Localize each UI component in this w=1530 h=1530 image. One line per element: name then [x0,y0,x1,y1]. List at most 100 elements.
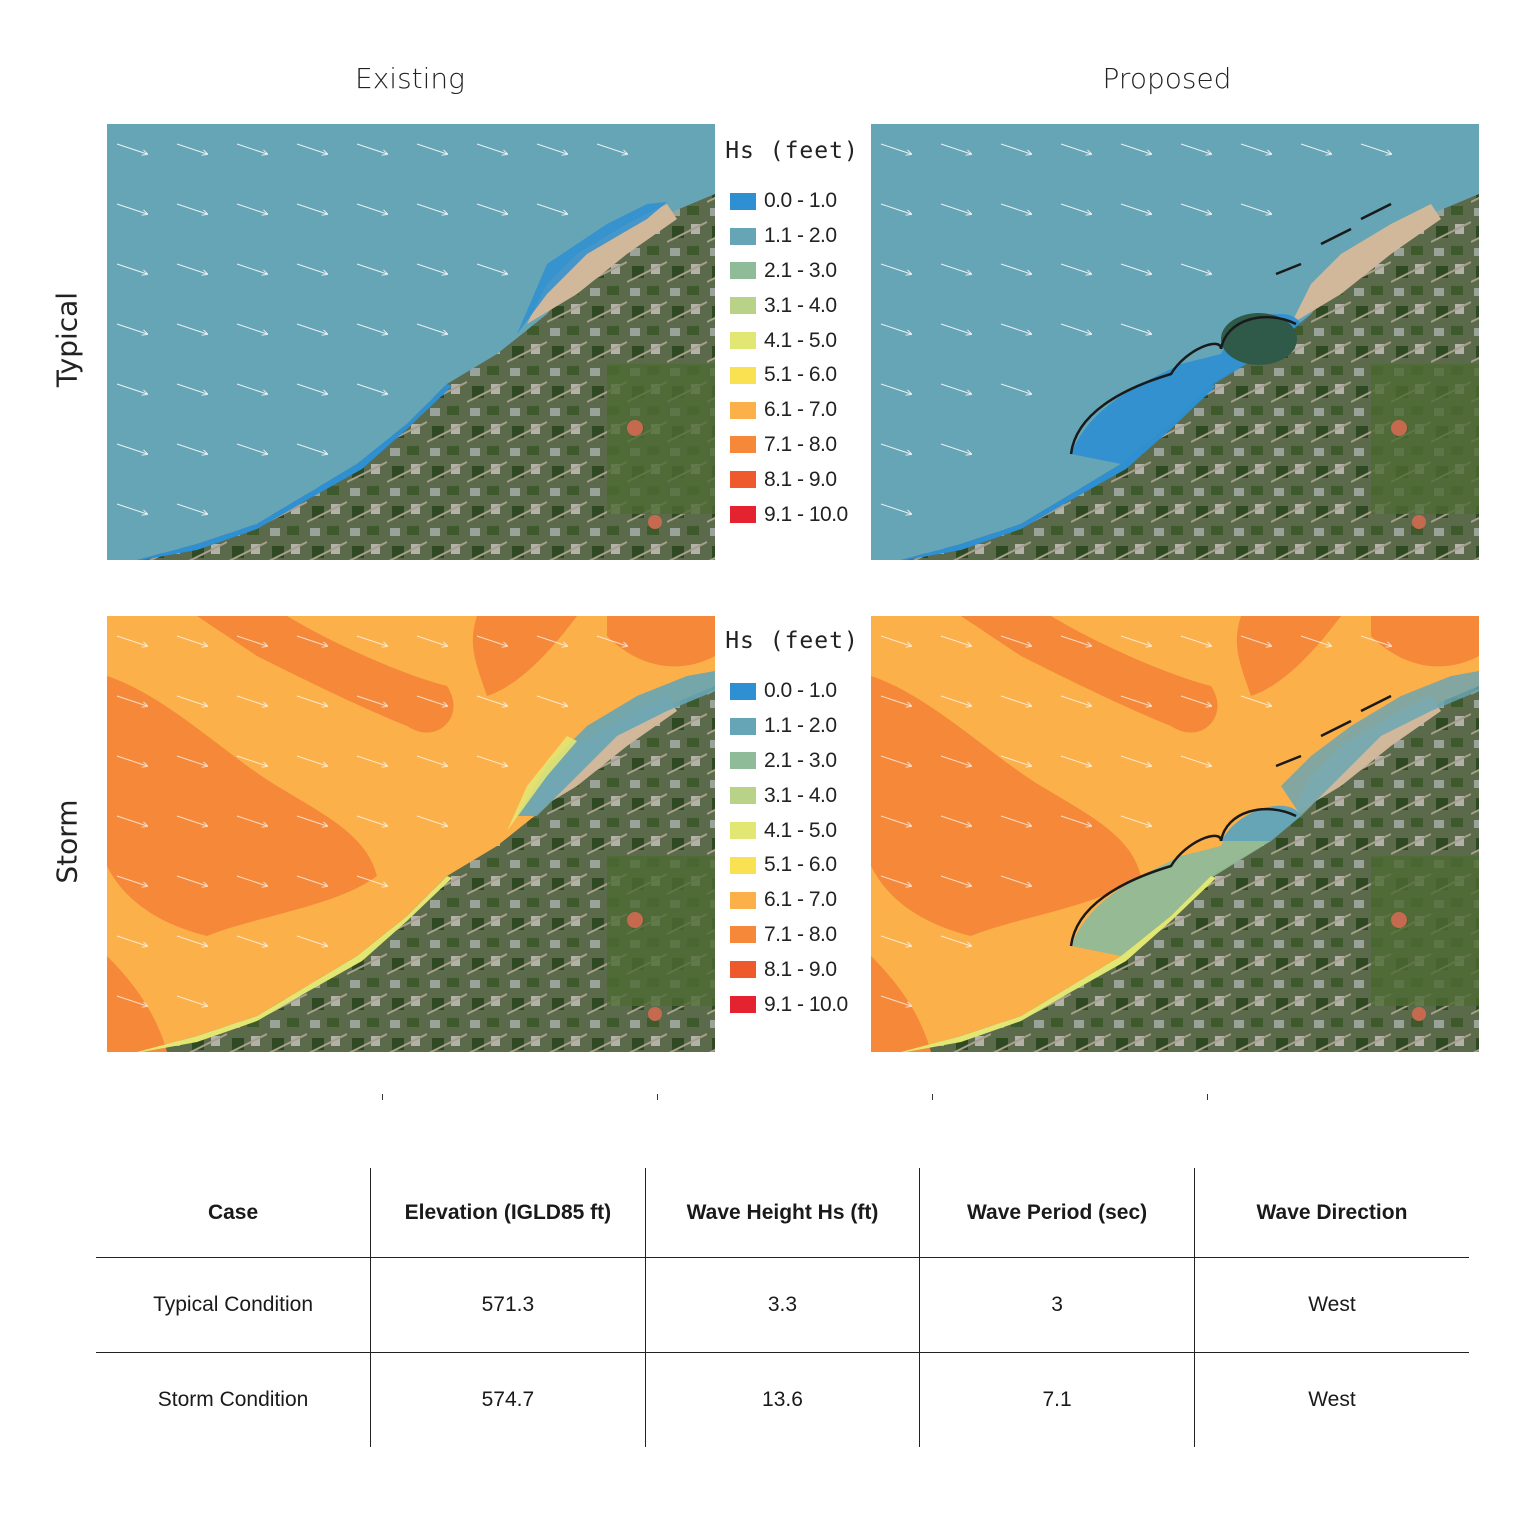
legend-label: 7.1 - 8.0 [764,922,837,946]
legend-item: 4.1 - 5.0 [716,813,868,848]
legend-label: 5.1 - 6.0 [764,363,837,387]
map-storm-existing [107,616,715,1052]
column-title-proposed: Proposed [1102,62,1232,95]
legend-swatch [730,262,756,280]
map-typical-existing [107,124,715,560]
tick-mark [382,1094,383,1100]
legend-swatch [730,822,756,840]
map-typical-existing-svg [107,124,715,560]
tick-mark [1207,1094,1208,1100]
legend-item: 8.1 - 9.0 [716,952,868,987]
legend-label: 9.1 - 10.0 [764,992,848,1016]
table-header: Case [96,1168,371,1258]
legend-item: 0.0 - 1.0 [716,674,868,709]
table-cell: 7.1 [919,1352,1195,1447]
legend-items: 0.0 - 1.0 1.1 - 2.0 2.1 - 3.0 3.1 - 4.0 4.1 … [716,184,868,532]
table-header: Wave Height Hs (ft) [644,1168,920,1258]
legend-label: 5.1 - 6.0 [764,853,837,877]
legend-item: 5.1 - 6.0 [716,848,868,883]
table-cell: 13.6 [644,1352,920,1447]
table-row: Storm Condition 574.7 13.6 7.1 West [96,1352,1469,1447]
table-cell: West [1193,1352,1469,1447]
column-title-existing: Existing [355,62,465,95]
legend-swatch [730,297,756,315]
legend-label: 2.1 - 3.0 [764,748,837,772]
legend-label: 4.1 - 5.0 [764,328,837,352]
legend-label: 8.1 - 9.0 [764,957,837,981]
legend-item: 5.1 - 6.0 [716,358,868,393]
legend-label: 3.1 - 4.0 [764,783,837,807]
tick-mark [932,1094,933,1100]
legend-swatch [730,471,756,489]
map-storm-proposed [871,616,1479,1052]
legend-item: 1.1 - 2.0 [716,219,868,254]
row-title-typical: Typical [50,291,84,388]
map-storm-existing-svg [107,616,715,1052]
table-cell: Storm Condition [157,1388,309,1411]
legend-item: 6.1 - 7.0 [716,393,868,428]
legend-label: 6.1 - 7.0 [764,888,837,912]
legend-label: 3.1 - 4.0 [764,293,837,317]
row-title-storm: Storm [50,799,84,884]
legend-typical: Hs (feet) 0.0 - 1.0 1.1 - 2.0 2.1 - 3.0 3.1… [716,124,868,532]
legend-label: 1.1 - 2.0 [764,714,837,738]
legend-swatch [730,506,756,524]
table-header: Elevation (IGLD85 ft) [370,1168,646,1258]
legend-swatch [730,682,756,700]
tick-mark [657,1094,658,1100]
legend-item: 9.1 - 10.0 [716,987,868,1022]
legend-label: 8.1 - 9.0 [764,467,837,491]
legend-swatch [730,366,756,384]
table-cell: 574.7 [370,1352,646,1447]
map-typical-proposed-svg [871,124,1479,560]
legend-label: 6.1 - 7.0 [764,398,837,422]
legend-item: 2.1 - 3.0 [716,744,868,779]
map-typical-proposed [871,124,1479,560]
legend-label: 0.0 - 1.0 [764,189,837,213]
legend-swatch [730,227,756,245]
legend-title: Hs (feet) [725,628,859,654]
legend-title: Hs (feet) [725,138,859,164]
legend-swatch [730,752,756,770]
legend-items: 0.0 - 1.0 1.1 - 2.0 2.1 - 3.0 3.1 - 4.0 4.1 … [716,674,868,1022]
legend-swatch [730,401,756,419]
legend-item: 3.1 - 4.0 [716,288,868,323]
map-storm-proposed-svg [871,616,1479,1052]
legend-label: 9.1 - 10.0 [764,502,848,526]
legend-item: 1.1 - 2.0 [716,709,868,744]
table-row: Typical Condition 571.3 3.3 3 West [96,1257,1469,1353]
legend-item: 6.1 - 7.0 [716,883,868,918]
legend-item: 0.0 - 1.0 [716,184,868,219]
conditions-table: Case Elevation (IGLD85 ft) Wave Height H… [96,1168,1469,1447]
legend-item: 7.1 - 8.0 [716,428,868,463]
legend-swatch [730,787,756,805]
table-cell: Typical Condition [96,1257,371,1353]
legend-swatch [730,192,756,210]
legend-swatch [730,926,756,944]
legend-item: 8.1 - 9.0 [716,462,868,497]
legend-swatch [730,961,756,979]
legend-label: 1.1 - 2.0 [764,224,837,248]
legend-label: 0.0 - 1.0 [764,679,837,703]
legend-swatch [730,996,756,1014]
legend-swatch [730,856,756,874]
table-header: Wave Direction [1193,1168,1469,1258]
table-header: Wave Period (sec) [919,1168,1195,1258]
table-cell: 571.3 [370,1257,646,1353]
legend-item: 4.1 - 5.0 [716,323,868,358]
legend-item: 3.1 - 4.0 [716,778,868,813]
legend-label: 2.1 - 3.0 [764,258,837,282]
legend-item: 7.1 - 8.0 [716,918,868,953]
table-cell: West [1193,1257,1469,1353]
table-header-row: Case Elevation (IGLD85 ft) Wave Height H… [96,1168,1469,1258]
legend-swatch [730,891,756,909]
legend-label: 7.1 - 8.0 [764,432,837,456]
legend-item: 9.1 - 10.0 [716,497,868,532]
legend-label: 4.1 - 5.0 [764,818,837,842]
table-cell: 3 [919,1257,1195,1353]
legend-storm: Hs (feet) 0.0 - 1.0 1.1 - 2.0 2.1 - 3.0 3.1… [716,614,868,1022]
legend-item: 2.1 - 3.0 [716,254,868,289]
legend-swatch [730,436,756,454]
legend-swatch [730,332,756,350]
legend-swatch [730,717,756,735]
